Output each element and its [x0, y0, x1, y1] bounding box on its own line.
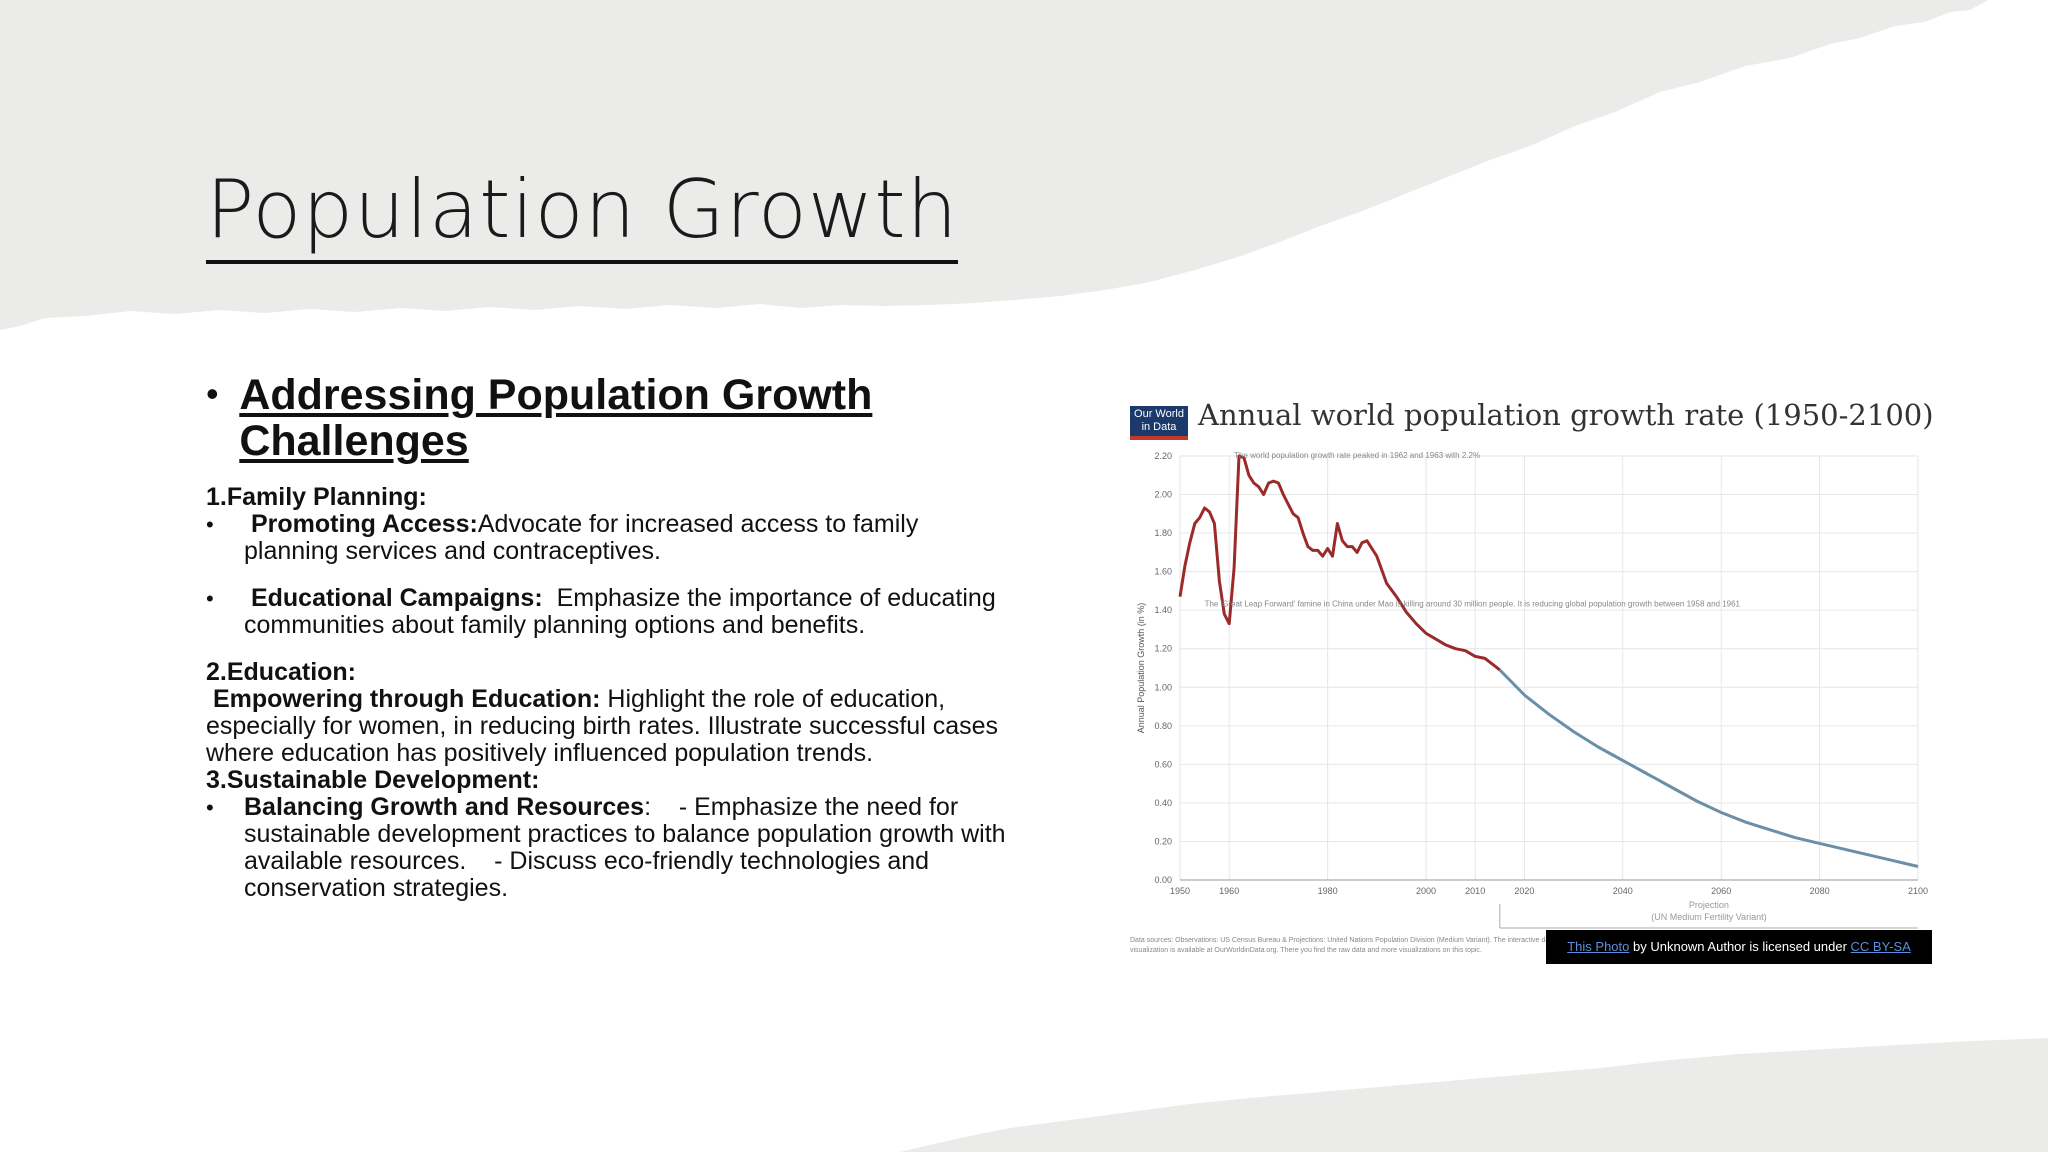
bullet-glyph: •	[206, 373, 219, 414]
paragraph-education: Empowering through Education: Highlight …	[206, 686, 1006, 767]
paragraph-body: Highlight the role of education, especia…	[206, 685, 999, 767]
x-tick-label: 2080	[1810, 886, 1830, 896]
bullet-balancing-growth: • Balancing Growth and Resources: - Emph…	[206, 794, 1006, 902]
photo-link[interactable]: This Photo	[1567, 939, 1630, 954]
y-tick-label: 0.40	[1154, 798, 1172, 808]
y-tick-label: 2.00	[1154, 490, 1172, 500]
projection-sublabel: (UN Medium Fertility Variant)	[1651, 912, 1766, 922]
section-education: 2.Education:	[206, 658, 357, 686]
x-tick-label: 2060	[1711, 886, 1731, 896]
chart-source-note: Data sources: Observations: US Census Bu…	[1130, 937, 1556, 954]
bullet-body: : - Emphasize the need for sustainable d…	[244, 793, 1013, 902]
bullet-glyph: •	[206, 795, 214, 820]
series-line-observations	[1178, 454, 1501, 672]
projection-label: Projection	[1689, 900, 1729, 910]
y-tick-label: 1.20	[1154, 644, 1172, 654]
y-tick-label: 0.80	[1154, 721, 1172, 731]
y-tick-label: 1.60	[1154, 567, 1172, 577]
chart-image[interactable]: Our World in Data Annual world populatio…	[1128, 396, 1934, 966]
x-tick-label: 2100	[1908, 886, 1928, 896]
bullet-body: Emphasize the importance of educating co…	[244, 584, 996, 639]
section-sustainable-development: 3.Sustainable Development:	[206, 766, 540, 794]
bullet-bold: Balancing Growth and Resources	[244, 793, 645, 821]
bullet-bold: Promoting Access:	[250, 510, 478, 538]
y-tick-label: 1.00	[1154, 682, 1172, 692]
y-tick-label: 0.20	[1154, 836, 1172, 846]
x-tick-label: 1960	[1219, 886, 1239, 896]
license-link[interactable]: CC BY-SA	[1850, 939, 1911, 954]
y-tick-label: 2.20	[1154, 451, 1172, 461]
chart-plot: 0.00 0.20 0.40 0.60 0.80 1.00 1.20 1.40 1.60 1.80…	[1136, 451, 1928, 929]
x-tick-label: 2010	[1465, 886, 1485, 896]
x-tick-label: 1980	[1318, 886, 1338, 896]
bullet-text: Balancing Growth and Resources: - Emphas…	[244, 794, 1006, 902]
x-tick-label: 1950	[1170, 886, 1190, 896]
chart-title: Annual world population growth rate (195…	[1198, 398, 1934, 432]
series-line-projection	[1498, 668, 1919, 868]
paragraph-bold: Empowering through Education:	[212, 685, 601, 713]
x-tick-label: 2040	[1613, 886, 1633, 896]
annotation-peak: The world population growth rate peaked …	[1234, 451, 1480, 460]
bullet-body: Advocate for increased access to family …	[244, 510, 919, 565]
heading-row: • Addressing Population Growth Challenge…	[206, 372, 1006, 464]
bullet-text: Educational Campaigns: Emphasize the imp…	[244, 585, 1006, 639]
bullet-promoting-access: • Promoting Access:Advocate for increase…	[206, 511, 1006, 565]
y-tick-label: 0.60	[1154, 759, 1172, 769]
y-tick-label: 1.40	[1154, 605, 1172, 615]
bullet-bold: Educational Campaigns:	[250, 584, 543, 612]
annotation-great-leap: The 'Great Leap Forward' famine in China…	[1205, 599, 1741, 608]
y-tick-label: 1.80	[1154, 528, 1172, 538]
y-tick-label: 0.00	[1154, 875, 1172, 885]
slide-title: Population Growth	[206, 160, 959, 264]
x-tick-label: 2000	[1416, 886, 1436, 896]
image-attribution-caption: This Photo by Unknown Author is licensed…	[1546, 930, 1932, 964]
section-heading: Addressing Population Growth Challenges	[239, 371, 873, 465]
x-tick-label: 2020	[1514, 886, 1534, 896]
bullet-text: Promoting Access:Advocate for increased …	[244, 511, 1006, 565]
owid-logo: Our World in Data	[1130, 406, 1188, 440]
y-axis-label: Annual Population Growth (in %)	[1136, 603, 1146, 734]
bullet-educational-campaigns: • Educational Campaigns: Emphasize the i…	[206, 585, 1006, 639]
caption-text: by Unknown Author is licensed under	[1629, 939, 1851, 954]
bullet-glyph: •	[206, 512, 214, 537]
bullet-glyph: •	[206, 586, 214, 611]
slide-content: • Addressing Population Growth Challenge…	[206, 372, 1006, 922]
section-family-planning: 1.Family Planning:	[206, 483, 427, 511]
